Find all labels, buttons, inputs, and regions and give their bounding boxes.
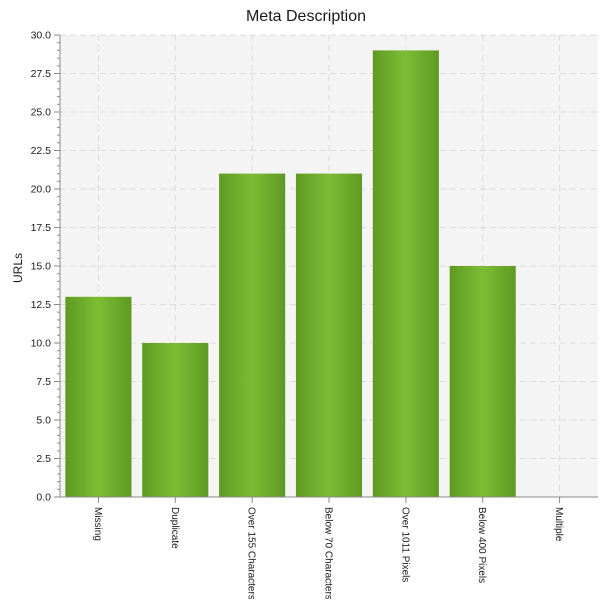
bar-below-70-characters (295, 173, 363, 497)
y-tick-label: 17.5 (31, 222, 52, 234)
y-tick-label: 10.0 (31, 338, 52, 350)
x-tick-label: Over 155 Characters (246, 507, 257, 599)
x-tick-label: Over 1011 Pixels (399, 507, 410, 582)
bar-missing (65, 296, 132, 497)
y-tick-label: 12.5 (31, 299, 52, 311)
y-tick-label: 7.5 (36, 376, 51, 388)
bar-below-400-pixels (449, 266, 516, 497)
x-tick-label: Multiple (553, 507, 564, 542)
y-tick-label: 0.0 (36, 492, 51, 504)
y-tick-label: 22.5 (31, 145, 52, 157)
y-axis-label: URLs (11, 253, 25, 283)
bar-duplicate (142, 343, 209, 497)
y-tick-label: 5.0 (36, 415, 51, 427)
y-tick-label: 25.0 (31, 107, 52, 119)
bar-over-155-characters (219, 173, 286, 497)
x-tick-label: Below 70 Characters (323, 507, 334, 599)
y-tick-label: 15.0 (31, 261, 52, 273)
y-tick-label: 27.5 (31, 68, 52, 80)
chart-title: Meta Description (246, 8, 366, 25)
x-tick-label: Missing (92, 507, 103, 541)
x-tick-label: Below 400 Pixels (476, 507, 487, 583)
y-tick-label: 2.5 (36, 453, 51, 465)
bar-over-1011-pixels (372, 50, 439, 498)
x-tick-label: Duplicate (169, 507, 180, 549)
y-tick-label: 20.0 (31, 184, 52, 196)
y-tick-label: 30.0 (31, 30, 52, 42)
